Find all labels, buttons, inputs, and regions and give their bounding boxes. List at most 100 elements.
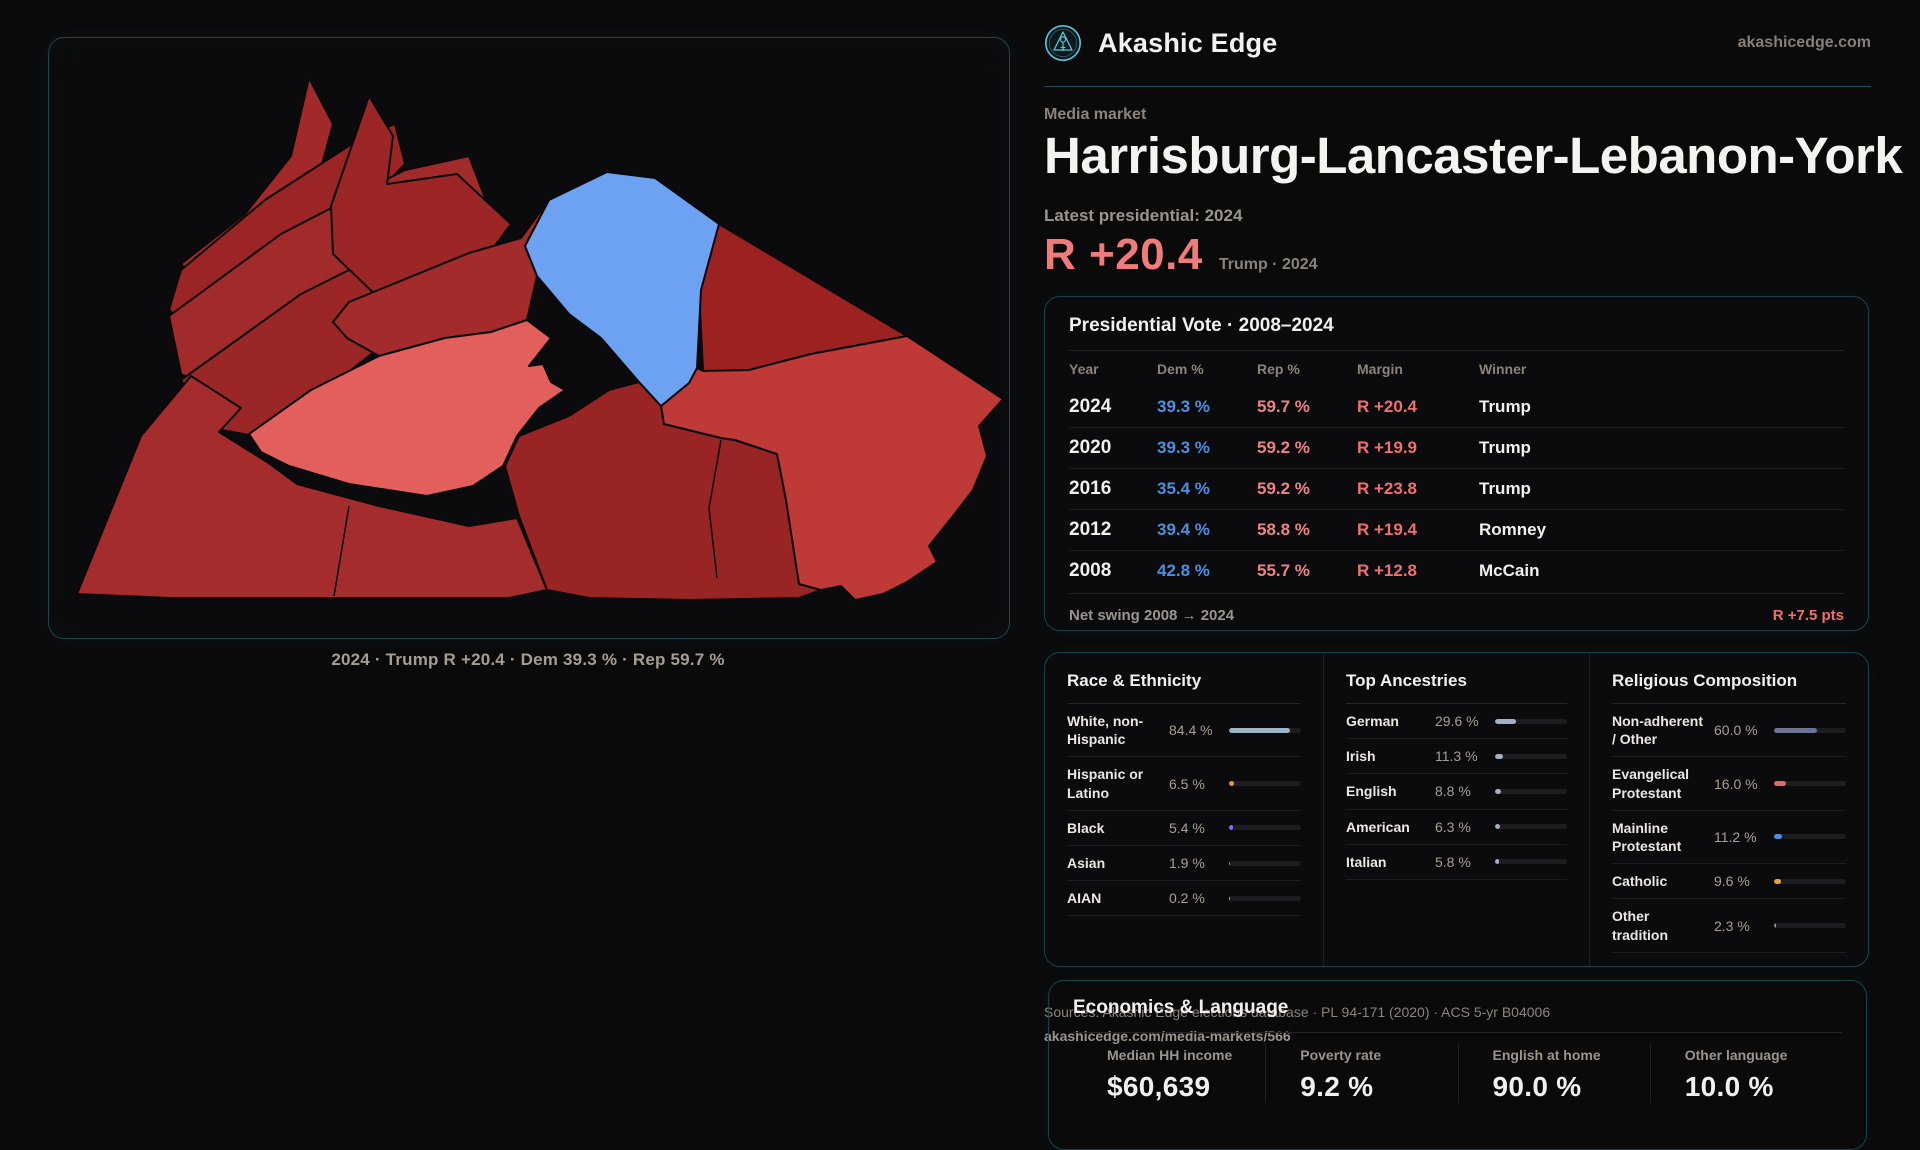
- religion-row: Mainline Protestant 11.2 %: [1612, 811, 1846, 864]
- vote-cell-margin: R +19.4: [1357, 520, 1479, 540]
- vote-cell-dem: 39.3 %: [1157, 438, 1257, 458]
- race-label: Asian: [1067, 854, 1159, 872]
- county-dauphin: [525, 172, 719, 406]
- religious-composition-title: Religious Composition: [1612, 671, 1846, 704]
- religion-bar: [1774, 781, 1846, 786]
- religion-label: Mainline Protestant: [1612, 819, 1704, 855]
- county-choropleth-map: [49, 38, 1009, 638]
- headline-margin-sub: Trump · 2024: [1219, 256, 1318, 274]
- race-bar-fill: [1229, 728, 1290, 733]
- ancestry-bar: [1495, 719, 1567, 724]
- site-header: Akashic Edge akashicedge.com: [1044, 0, 1871, 87]
- ancestry-value: 8.8 %: [1435, 783, 1485, 799]
- economics-stat-label: Median HH income: [1107, 1047, 1265, 1063]
- religion-bar-fill: [1774, 923, 1776, 928]
- ancestry-bar-fill: [1495, 789, 1501, 794]
- top-ancestries-title: Top Ancestries: [1346, 671, 1567, 704]
- vote-cell-rep: 55.7 %: [1257, 561, 1357, 581]
- religion-row: Non-adherent / Other 60.0 %: [1612, 704, 1846, 757]
- map-caption: 2024 · Trump R +20.4 · Dem 39.3 % · Rep …: [48, 650, 1008, 670]
- ancestry-bar-fill: [1495, 754, 1503, 759]
- race-value: 6.5 %: [1169, 776, 1219, 792]
- ancestry-bar: [1495, 824, 1567, 829]
- ancestry-label: Irish: [1346, 747, 1425, 765]
- religion-bar-fill: [1774, 834, 1782, 839]
- religion-bar: [1774, 728, 1846, 733]
- ancestry-value: 11.3 %: [1435, 748, 1485, 764]
- race-label: White, non-Hispanic: [1067, 712, 1159, 748]
- vote-cell-dem: 42.8 %: [1157, 561, 1257, 581]
- race-bar-fill: [1229, 861, 1230, 866]
- vote-cell-margin: R +19.9: [1357, 438, 1479, 458]
- headline-margin-row: R +20.4 Trump · 2024: [1044, 230, 1318, 280]
- religion-row: Other tradition 2.3 %: [1612, 899, 1846, 952]
- net-swing-row: Net swing 2008 → 2024 R +7.5 pts: [1069, 593, 1844, 624]
- presidential-vote-card: Presidential Vote · 2008–2024 Year Dem %…: [1044, 296, 1869, 631]
- kicker-label: Media market: [1044, 106, 1146, 124]
- religion-label: Other tradition: [1612, 907, 1704, 943]
- vote-cell-dem: 39.3 %: [1157, 397, 1257, 417]
- religion-value: 11.2 %: [1714, 829, 1764, 845]
- divider: [1073, 1032, 1842, 1033]
- vote-table-header: Year Dem % Rep % Margin Winner: [1069, 351, 1844, 387]
- religion-bar-fill: [1774, 879, 1781, 884]
- vote-cell-rep: 59.2 %: [1257, 438, 1357, 458]
- religion-value: 2.3 %: [1714, 918, 1764, 934]
- col-year: Year: [1069, 361, 1157, 377]
- religion-label: Catholic: [1612, 872, 1704, 890]
- vote-table-title: Presidential Vote · 2008–2024: [1069, 315, 1844, 337]
- religion-bar: [1774, 923, 1846, 928]
- economics-stat: English at home 90.0 %: [1458, 1043, 1650, 1103]
- race-bar: [1229, 861, 1301, 866]
- site-url: akashicedge.com: [1738, 34, 1871, 52]
- vote-cell-margin: R +12.8: [1357, 561, 1479, 581]
- ancestry-bar-fill: [1495, 859, 1499, 864]
- race-label: Black: [1067, 819, 1159, 837]
- race-bar: [1229, 896, 1301, 901]
- ancestry-bar-fill: [1495, 824, 1500, 829]
- col-margin: Margin: [1357, 361, 1479, 377]
- ancestry-label: German: [1346, 712, 1425, 730]
- vote-cell-margin: R +20.4: [1357, 397, 1479, 417]
- race-bar: [1229, 781, 1301, 786]
- net-swing-label: Net swing 2008 → 2024: [1069, 607, 1234, 624]
- headline-margin-value: R +20.4: [1044, 230, 1203, 280]
- race-row: White, non-Hispanic 84.4 %: [1067, 704, 1301, 757]
- akashic-edge-emblem-icon: [1044, 24, 1082, 62]
- ancestry-bar: [1495, 789, 1567, 794]
- religion-label: Non-adherent / Other: [1612, 712, 1704, 748]
- vote-cell-winner: McCain: [1479, 561, 1844, 581]
- vote-cell-year: 2008: [1069, 560, 1157, 582]
- vote-cell-year: 2020: [1069, 437, 1157, 459]
- economics-title: Economics & Language: [1073, 997, 1842, 1019]
- vote-cell-year: 2012: [1069, 519, 1157, 541]
- col-rep: Rep %: [1257, 361, 1357, 377]
- economics-stat-label: English at home: [1493, 1047, 1650, 1063]
- economics-stat-value: 90.0 %: [1493, 1071, 1650, 1103]
- religion-value: 60.0 %: [1714, 722, 1764, 738]
- religion-bar: [1774, 834, 1846, 839]
- ancestry-label: American: [1346, 818, 1425, 836]
- race-bar: [1229, 825, 1301, 830]
- religious-composition-section: Religious Composition Non-adherent / Oth…: [1589, 653, 1868, 966]
- page-title: Harrisburg-Lancaster-Lebanon-York: [1044, 126, 1902, 185]
- vote-cell-rep: 59.2 %: [1257, 479, 1357, 499]
- economics-stat-value: $60,639: [1107, 1071, 1265, 1103]
- vote-cell-rep: 59.7 %: [1257, 397, 1357, 417]
- ancestry-value: 6.3 %: [1435, 819, 1485, 835]
- vote-cell-margin: R +23.8: [1357, 479, 1479, 499]
- vote-cell-winner: Trump: [1479, 397, 1844, 417]
- race-value: 84.4 %: [1169, 722, 1219, 738]
- economics-stat-value: 10.0 %: [1685, 1071, 1842, 1103]
- ancestry-bar: [1495, 859, 1567, 864]
